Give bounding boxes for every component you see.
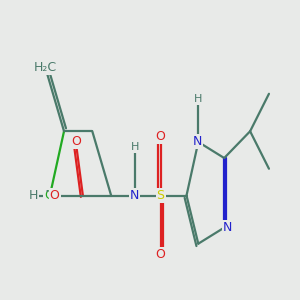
Text: O: O — [50, 189, 59, 202]
Text: O: O — [156, 248, 166, 261]
Text: N: N — [130, 189, 140, 202]
Text: N: N — [223, 221, 232, 234]
Text: H: H — [194, 94, 202, 104]
Text: O: O — [156, 130, 166, 143]
Text: ·: · — [44, 185, 49, 200]
Text: H₂C: H₂C — [34, 61, 57, 74]
Text: N: N — [192, 136, 202, 148]
Text: Cl: Cl — [44, 189, 56, 202]
Text: O: O — [71, 136, 81, 148]
Text: H: H — [29, 189, 38, 202]
Text: H: H — [130, 142, 139, 152]
Text: S: S — [157, 189, 165, 202]
